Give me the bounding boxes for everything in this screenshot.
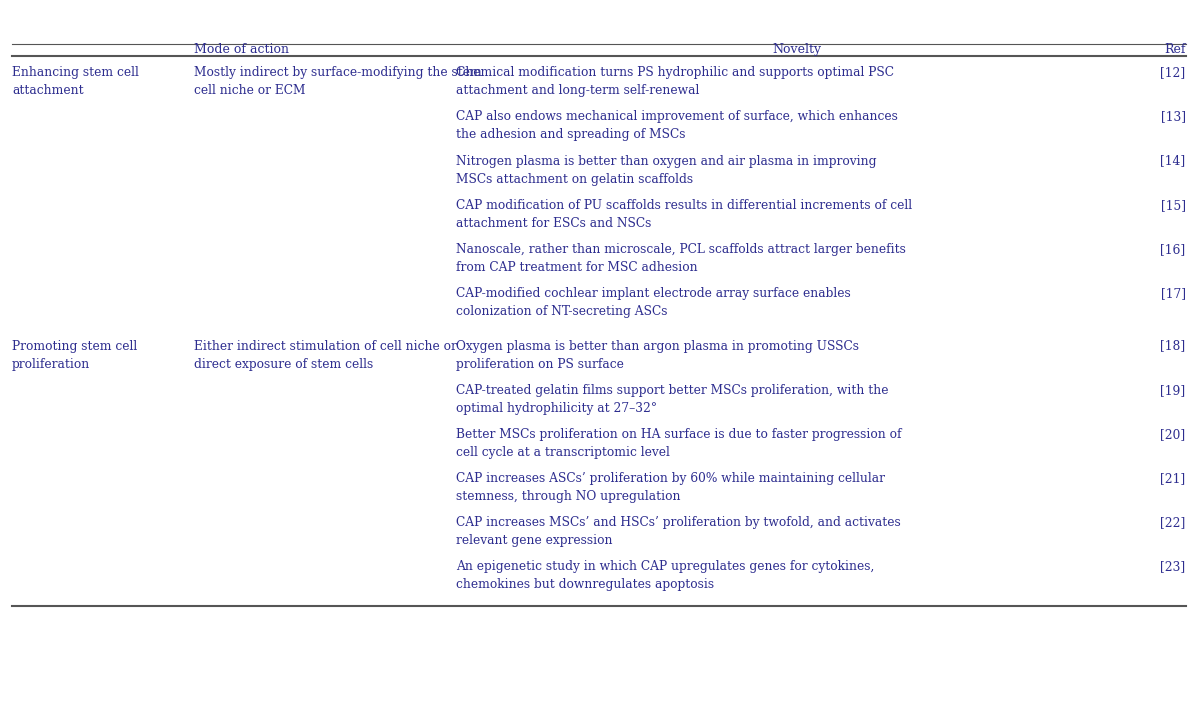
Text: Novelty: Novelty <box>773 43 821 56</box>
Text: CAP-treated gelatin films support better MSCs proliferation, with the
optimal hy: CAP-treated gelatin films support better… <box>456 384 888 414</box>
Text: Nanoscale, rather than microscale, PCL scaffolds attract larger benefits
from CA: Nanoscale, rather than microscale, PCL s… <box>456 243 906 274</box>
Text: [14]: [14] <box>1160 155 1186 167</box>
Text: CAP increases MSCs’ and HSCs’ proliferation by twofold, and activates
relevant g: CAP increases MSCs’ and HSCs’ proliferat… <box>456 516 901 547</box>
Text: Nitrogen plasma is better than oxygen and air plasma in improving
MSCs attachmen: Nitrogen plasma is better than oxygen an… <box>456 155 876 186</box>
Text: An epigenetic study in which CAP upregulates genes for cytokines,
chemokines but: An epigenetic study in which CAP upregul… <box>456 561 875 591</box>
Text: [12]: [12] <box>1160 66 1186 79</box>
Text: Mostly indirect by surface-modifying the stem
cell niche or ECM: Mostly indirect by surface-modifying the… <box>194 66 482 97</box>
Text: [19]: [19] <box>1160 384 1186 397</box>
Text: [18]: [18] <box>1160 340 1186 352</box>
Text: [23]: [23] <box>1160 561 1186 573</box>
Text: Better MSCs proliferation on HA surface is due to faster progression of
cell cyc: Better MSCs proliferation on HA surface … <box>456 428 901 459</box>
Text: Either indirect stimulation of cell niche or
direct exposure of stem cells: Either indirect stimulation of cell nich… <box>194 340 457 371</box>
Text: [22]: [22] <box>1160 516 1186 529</box>
Text: [17]: [17] <box>1160 287 1186 300</box>
Text: Chemical modification turns PS hydrophilic and supports optimal PSC
attachment a: Chemical modification turns PS hydrophil… <box>456 66 894 97</box>
Text: [20]: [20] <box>1160 428 1186 441</box>
Text: [13]: [13] <box>1160 110 1186 124</box>
Text: [15]: [15] <box>1160 199 1186 212</box>
Text: Mode of action: Mode of action <box>194 43 289 56</box>
Text: [21]: [21] <box>1160 472 1186 485</box>
Text: CAP-modified cochlear implant electrode array surface enables
colonization of NT: CAP-modified cochlear implant electrode … <box>456 287 851 318</box>
Text: Oxygen plasma is better than argon plasma in promoting USSCs
proliferation on PS: Oxygen plasma is better than argon plasm… <box>456 340 859 371</box>
Text: CAP modification of PU scaffolds results in differential increments of cell
atta: CAP modification of PU scaffolds results… <box>456 199 912 229</box>
Text: CAP increases ASCs’ proliferation by 60% while maintaining cellular
stemness, th: CAP increases ASCs’ proliferation by 60%… <box>456 472 886 503</box>
Text: Ref: Ref <box>1164 43 1186 56</box>
Text: CAP also endows mechanical improvement of surface, which enhances
the adhesion a: CAP also endows mechanical improvement o… <box>456 110 898 141</box>
Text: Enhancing stem cell
attachment: Enhancing stem cell attachment <box>12 66 139 97</box>
Text: [16]: [16] <box>1160 243 1186 256</box>
Text: Promoting stem cell
proliferation: Promoting stem cell proliferation <box>12 340 137 371</box>
